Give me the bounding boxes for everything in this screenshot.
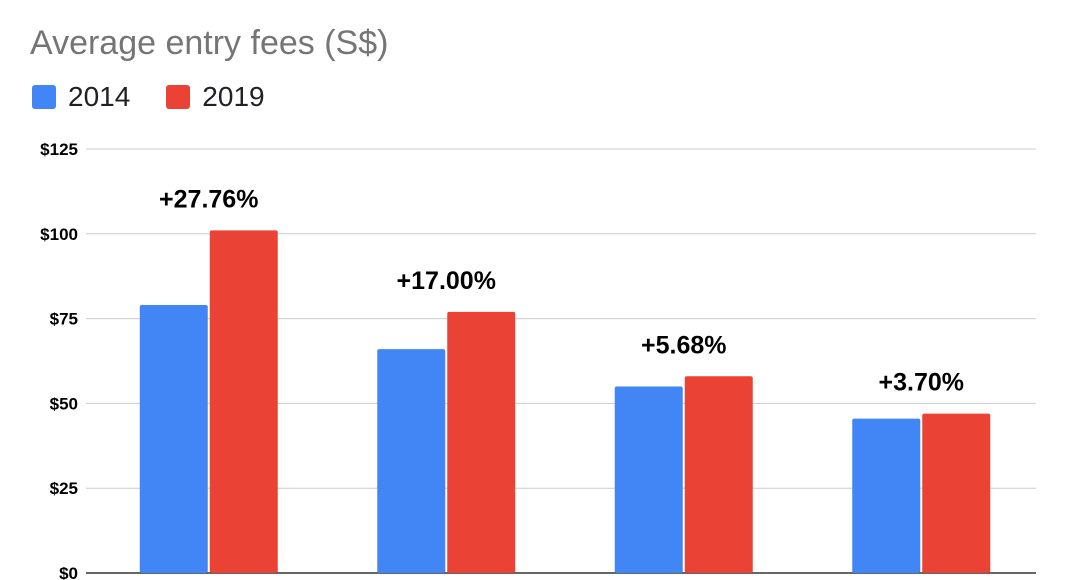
legend-swatch-2019 [166, 85, 191, 109]
legend-swatch-2014 [32, 85, 56, 109]
y-tick-label: $25 [50, 479, 78, 498]
bars [139, 230, 991, 573]
data-labels: +27.76% +17.00% +5.68% +3.70% [159, 185, 964, 396]
bar-2019-1 [209, 230, 278, 573]
legend-item-2019: 2019 [166, 81, 265, 113]
y-tick-label: $125 [40, 140, 78, 159]
legend: 2014 2019 [32, 80, 301, 114]
y-tick-label: $75 [50, 310, 78, 329]
legend-label-2019: 2019 [202, 81, 265, 112]
bar-2014-4 [852, 418, 921, 573]
y-tick-label: $50 [50, 394, 78, 413]
bar-2019-2 [447, 311, 516, 573]
change-label-4: +3.70% [879, 369, 965, 397]
change-label-1: +27.76% [159, 185, 258, 213]
legend-label-2014: 2014 [68, 81, 131, 112]
legend-item-2014: 2014 [32, 81, 130, 113]
y-axis-ticks: $0 $25 $50 $75 $100 $125 [40, 140, 78, 580]
change-label-2: +17.00% [397, 267, 496, 295]
bar-2019-3 [684, 376, 753, 573]
bar-2014-3 [614, 386, 683, 573]
bar-2019-4 [922, 413, 991, 573]
bar-2014-1 [139, 305, 208, 573]
chart-title: Average entry fees (S$) [30, 24, 389, 62]
y-tick-label: $0 [59, 564, 78, 580]
bar-2014-2 [377, 349, 446, 573]
y-tick-label: $100 [40, 225, 78, 244]
change-label-3: +5.68% [641, 331, 727, 359]
